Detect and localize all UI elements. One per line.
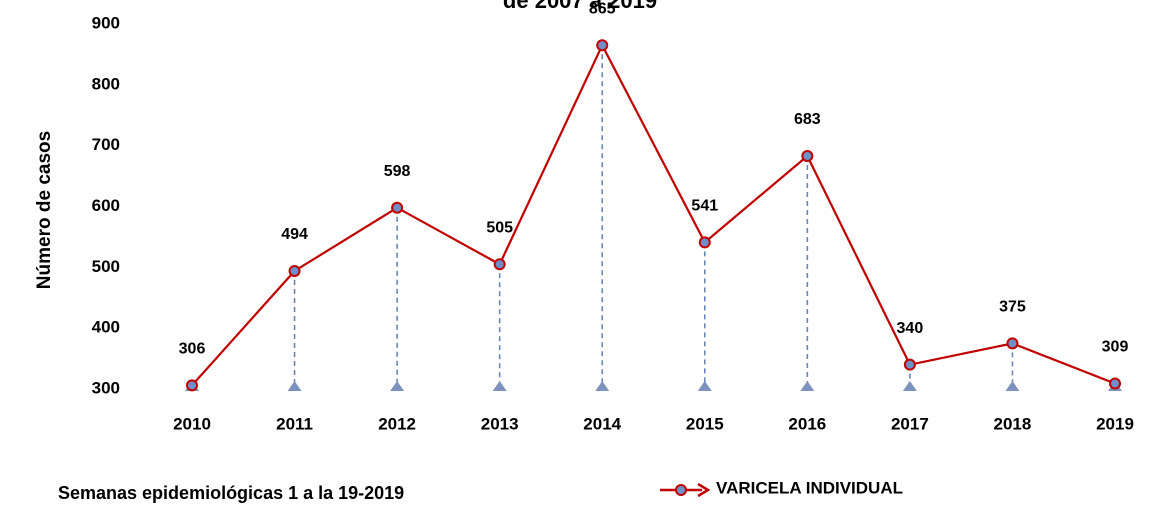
x-tick-label: 2014 [583,414,621,433]
drop-base-marker [1005,381,1020,391]
drop-base-marker [800,381,815,391]
legend-arrow [697,482,711,498]
drop-base-marker [697,381,712,391]
point [801,150,814,163]
value-label: 865 [589,1,616,18]
point [596,39,609,52]
value-label: 494 [281,226,308,243]
point [288,264,301,277]
point [1006,337,1019,350]
legend-label: VARICELA INDIVIDUAL [716,478,903,497]
value-label: 505 [486,220,513,237]
drop-base-marker [902,381,917,391]
y-tick-label: 700 [92,135,120,154]
y-tick-label: 900 [92,13,120,32]
x-tick-label: 2018 [994,414,1032,433]
drop-base-marker [287,381,302,391]
x-tick-label: 2015 [686,414,724,433]
point [698,236,711,249]
y-tick-label: 800 [92,74,120,93]
drop-base-marker [595,381,610,391]
series-line [191,42,1116,387]
value-label: 306 [179,341,206,358]
point [903,358,916,371]
x-tick-label: 2016 [788,414,826,433]
value-label: 541 [691,198,718,215]
value-label: 375 [999,299,1026,316]
drop-base-marker [390,381,405,391]
x-tick-label: 2011 [276,414,313,433]
value-label: 340 [897,320,924,337]
point [1109,377,1121,390]
point [493,258,506,271]
y-axis-label: Número de casos [34,131,55,289]
y-tick-label: 500 [92,257,120,276]
x-tick-label: 2010 [173,414,211,433]
value-label: 598 [384,163,411,180]
point [391,201,404,214]
drop-base-marker [492,381,507,391]
x-tick-label: 2013 [481,414,519,433]
footnote: Semanas epidemiológicas 1 a la 19-2019 [58,483,404,503]
point [186,379,198,392]
value-label: 309 [1102,339,1129,356]
y-tick-label: 400 [92,318,120,337]
x-tick-label: 2012 [378,414,416,433]
value-label: 683 [794,111,821,128]
y-tick-label: 300 [92,378,120,397]
y-tick-label: 600 [92,196,120,215]
legend-marker [675,484,687,496]
x-tick-label: 2019 [1096,414,1134,433]
x-tick-label: 2017 [891,414,929,433]
chart-title: de 2007 a 2019 [503,0,657,13]
